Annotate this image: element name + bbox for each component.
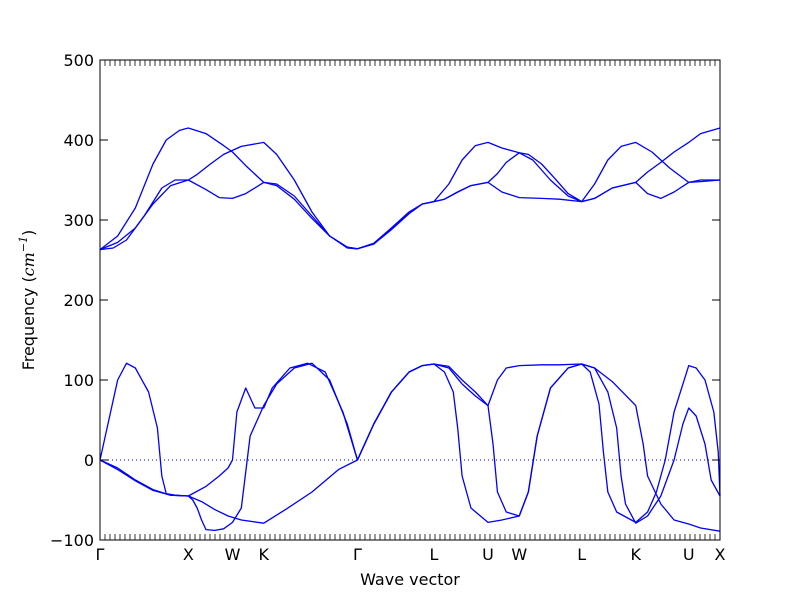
- x-tick-label: W: [511, 545, 527, 564]
- x-tick-label: K: [258, 545, 269, 564]
- y-tick-label: 0: [84, 451, 94, 470]
- y-axis-label-unit: cm: [19, 252, 38, 276]
- y-tick-label: −100: [50, 531, 94, 550]
- x-tick-label: K: [630, 545, 641, 564]
- x-tick-label: U: [683, 545, 695, 564]
- x-axis-label: Wave vector: [360, 570, 460, 589]
- x-tick-label: W: [225, 545, 241, 564]
- y-axis-ticks: −100 0 100 200 300 400 500: [50, 51, 720, 550]
- minor-ticks: [99, 60, 721, 540]
- x-tick-label: L: [429, 545, 438, 564]
- y-axis-label: Frequency (cm−1): [17, 230, 38, 371]
- x-tick-label: U: [482, 545, 494, 564]
- x-tick-label: X: [183, 545, 194, 564]
- y-axis-label-close: ): [19, 230, 38, 236]
- y-axis-label-exponent: −1: [17, 236, 30, 252]
- y-tick-label: 400: [63, 131, 94, 150]
- y-tick-label: 500: [63, 51, 94, 70]
- phonon-branch-line: [99, 179, 720, 251]
- y-tick-label: 300: [63, 211, 94, 230]
- y-tick-label: 100: [63, 371, 94, 390]
- x-tick-label: Γ: [96, 545, 105, 564]
- phonon-branch-line: [99, 362, 721, 532]
- y-axis-label-text: Frequency (: [19, 276, 38, 370]
- x-tick-label: X: [715, 545, 726, 564]
- x-tick-label: L: [577, 545, 586, 564]
- series-group: [99, 127, 721, 532]
- x-tick-label: Γ: [353, 545, 362, 564]
- plot-area: [100, 60, 720, 540]
- y-tick-label: 200: [63, 291, 94, 310]
